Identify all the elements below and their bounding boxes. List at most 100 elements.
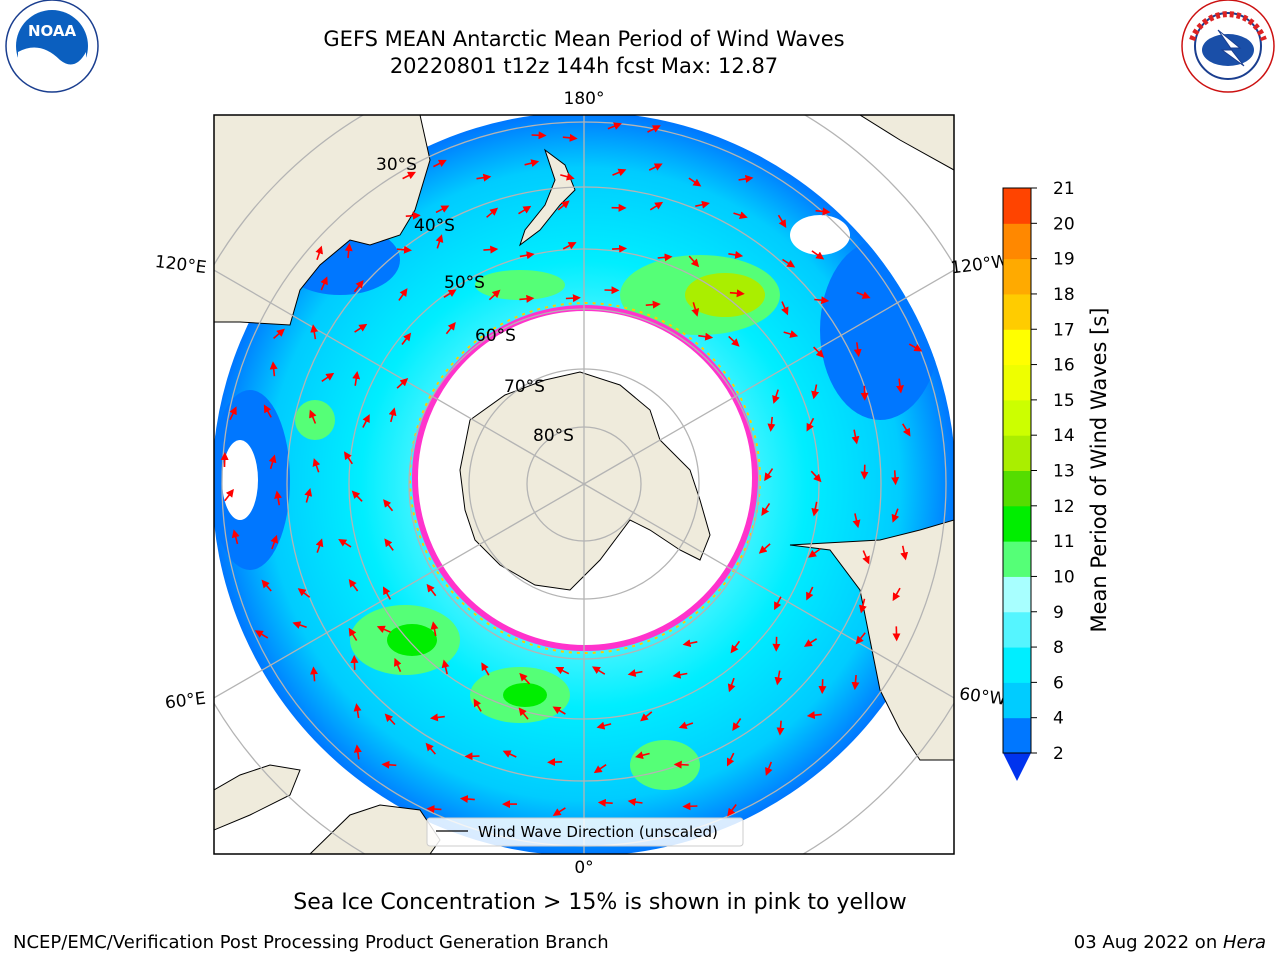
wind-wave-arrow: [309, 409, 317, 424]
colorbar-tick-label: 17: [1053, 320, 1075, 340]
lat-label-70s: 70°S: [504, 377, 545, 397]
colorbar-tick-label: 8: [1053, 638, 1064, 658]
sea-ice-margin: [409, 302, 761, 654]
wind-wave-arrow: [310, 324, 319, 340]
wind-wave-arrow: [263, 404, 272, 418]
wind-wave-arrow: [811, 501, 820, 517]
colorbar-tick-label: 13: [1053, 462, 1075, 482]
wind-wave-arrow: [728, 335, 740, 347]
wind-wave-arrow: [730, 640, 741, 654]
wind-wave-arrow: [354, 323, 368, 333]
wind-wave-arrow: [519, 251, 535, 260]
wind-wave-arrow: [612, 168, 627, 177]
wind-wave-arrow: [519, 672, 531, 685]
colorbar-segment: [1003, 329, 1031, 366]
wind-wave-arrow: [429, 713, 445, 722]
wind-wave-arrow: [443, 289, 457, 298]
wind-wave-arrow: [502, 750, 517, 758]
wind-wave-arrow: [782, 258, 796, 268]
footer-date: 03 Aug 2022 on Hera: [1074, 932, 1266, 953]
wind-wave-arrow: [459, 795, 475, 804]
wind-wave-arrow: [635, 751, 650, 760]
colorbar-segment: [1003, 293, 1031, 330]
wind-wave-arrow: [858, 598, 867, 614]
wind-wave-arrow: [398, 288, 408, 301]
wind-wave-arrow: [435, 205, 450, 214]
wind-wave-arrow: [814, 296, 830, 305]
wind-wave-arrow: [688, 177, 702, 187]
wind-wave-arrow: [738, 174, 754, 183]
wind-wave-arrow: [441, 659, 450, 675]
lat-label-40s: 40°S: [414, 216, 455, 236]
wind-wave-arrow: [593, 764, 607, 774]
wind-wave-arrow: [486, 207, 499, 218]
meridian-120w: [583, 269, 954, 485]
wind-wave-arrow: [430, 621, 439, 637]
wind-wave-arrows: [220, 122, 923, 817]
south-america: [789, 519, 954, 761]
wind-wave-arrow: [806, 711, 822, 720]
wind-wave-arrow: [851, 429, 860, 445]
wind-wave-arrow: [396, 378, 409, 389]
wind-wave-arrow: [352, 370, 361, 386]
wind-wave-arrow: [891, 470, 900, 486]
lightning-icon: [1217, 29, 1245, 67]
wind-wave-arrow: [813, 346, 825, 358]
wind-wave-arrow: [803, 638, 818, 647]
wind-wave-arrow: [315, 538, 324, 553]
wind-wave-arrow: [394, 657, 402, 673]
footer-host: Hera: [1222, 932, 1266, 953]
wind-wave-arrow: [312, 458, 321, 473]
wind-wave-arrow: [562, 242, 577, 250]
wind-wave-arrow: [900, 545, 909, 561]
wind-wave-arrow: [396, 245, 412, 254]
wind-wave-arrow: [891, 508, 900, 523]
wind-wave-arrow: [435, 234, 444, 249]
wind-wave-arrow: [383, 499, 394, 512]
colorbar-segment: [1003, 435, 1031, 471]
wind-wave-arrow: [765, 761, 773, 776]
africa-south: [309, 804, 441, 854]
colorbar-tick-label: 14: [1053, 426, 1075, 446]
wind-wave-arrow: [562, 133, 578, 142]
wind-wave-arrow: [781, 301, 789, 316]
wind-wave-arrow: [473, 698, 482, 712]
wind-wave-arrow: [315, 245, 324, 261]
wind-wave-arrow: [645, 300, 661, 309]
wind-wave-arrow: [270, 534, 279, 550]
australia: [214, 115, 431, 326]
wind-wave-arrow: [338, 538, 352, 548]
wind-wave-arrow: [353, 703, 362, 719]
wind-wave-arrow: [518, 707, 529, 720]
colorbar-segments: [1003, 188, 1031, 754]
colorbar-tick-label: 16: [1053, 356, 1075, 376]
legend-label: Wind Wave Direction (unscaled): [478, 823, 718, 841]
wind-wave-arrow: [612, 244, 628, 253]
wind-wave-arrow: [229, 406, 237, 421]
wind-wave-arrow: [426, 583, 437, 597]
wind-wave-arrow: [476, 173, 492, 182]
wind-wave-arrow: [261, 579, 272, 592]
lon-label-180: 180°: [564, 89, 605, 109]
wind-wave-arrow: [627, 798, 643, 806]
wave-patch: [387, 624, 437, 656]
wind-wave-arrow: [811, 250, 825, 260]
wind-wave-arrow: [426, 805, 442, 814]
wind-wave-arrow: [728, 250, 744, 259]
colorbar-tick-label: 10: [1053, 567, 1075, 587]
wind-wave-arrow: [853, 342, 862, 358]
wave-patch: [503, 683, 547, 707]
wind-wave-arrow: [856, 291, 871, 299]
wind-wave-arrow: [855, 632, 866, 645]
wind-wave-arrow: [678, 721, 694, 730]
colorbar-tick-label: 6: [1053, 673, 1064, 693]
wind-wave-arrow: [695, 200, 710, 209]
wind-wave-arrow: [767, 416, 776, 432]
colorbar-tick-label: 4: [1053, 709, 1064, 729]
wind-wave-arrow: [433, 159, 447, 168]
antarctica: [459, 371, 711, 591]
wind-wave-arrow: [729, 289, 745, 298]
wind-wave-arrow: [351, 490, 363, 502]
colorbar-segment: [1003, 258, 1031, 295]
lat-label-30s: 30°S: [376, 155, 417, 175]
